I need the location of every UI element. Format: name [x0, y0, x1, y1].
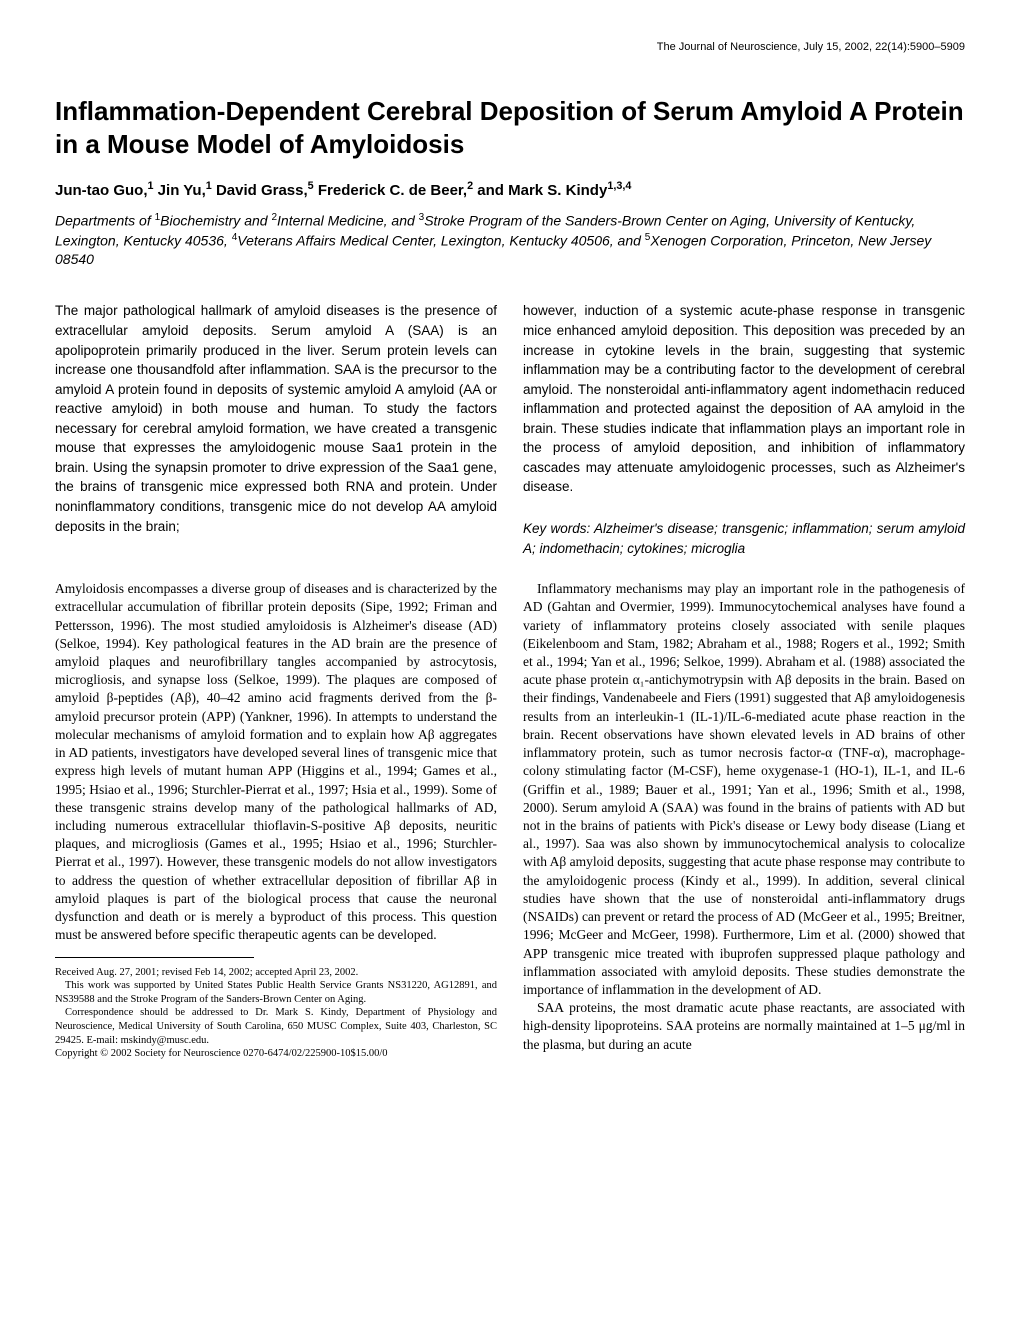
body-right-p1: Inflammatory mechanisms may play an impo…: [523, 580, 965, 999]
body-left-text: Amyloidosis encompasses a diverse group …: [55, 580, 497, 944]
footer-correspondence: Correspondence should be addressed to Dr…: [55, 1006, 497, 1047]
body-right-col: Inflammatory mechanisms may play an impo…: [523, 580, 965, 1061]
footer-copyright: Copyright © 2002 Society for Neuroscienc…: [55, 1047, 497, 1061]
abstract-right-col: however, induction of a systemic acute-p…: [523, 301, 965, 580]
body-columns: Amyloidosis encompasses a diverse group …: [55, 580, 965, 1061]
body-left-col: Amyloidosis encompasses a diverse group …: [55, 580, 497, 1061]
abstract-left-col: The major pathological hallmark of amylo…: [55, 301, 497, 580]
footer-block: Received Aug. 27, 2001; revised Feb 14, …: [55, 966, 497, 1061]
abstract-left: The major pathological hallmark of amylo…: [55, 301, 497, 536]
authors-line: Jun-tao Guo,1 Jin Yu,1 David Grass,5 Fre…: [55, 180, 965, 201]
abstract-columns: The major pathological hallmark of amylo…: [55, 301, 965, 580]
body-right-p2: SAA proteins, the most dramatic acute ph…: [523, 999, 965, 1054]
footer-divider: [55, 957, 254, 958]
footer-received: Received Aug. 27, 2001; revised Feb 14, …: [55, 966, 497, 980]
body-right-text: Inflammatory mechanisms may play an impo…: [523, 580, 965, 1054]
abstract-right: however, induction of a systemic acute-p…: [523, 301, 965, 497]
keywords: Key words: Alzheimer's disease; transgen…: [523, 519, 965, 558]
footer-support: This work was supported by United States…: [55, 979, 497, 1006]
affiliations: Departments of 1Biochemistry and 2Intern…: [55, 211, 965, 269]
journal-header: The Journal of Neuroscience, July 15, 20…: [55, 40, 965, 55]
article-title: Inflammation-Dependent Cerebral Depositi…: [55, 95, 965, 160]
